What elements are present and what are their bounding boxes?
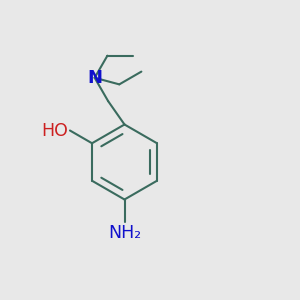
- Text: HO: HO: [42, 122, 68, 140]
- Text: N: N: [87, 69, 102, 87]
- Text: NH₂: NH₂: [108, 224, 141, 242]
